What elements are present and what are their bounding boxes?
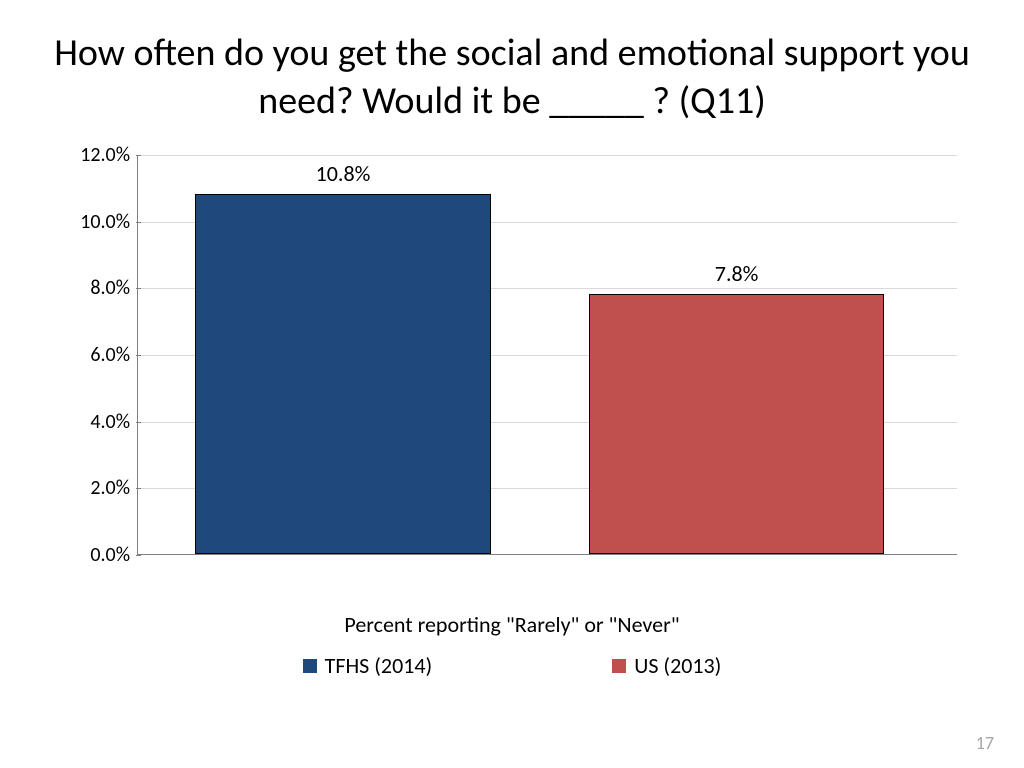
y-tick-label: 8.0% [90, 276, 130, 300]
y-tick-label: 4.0% [90, 410, 130, 434]
x-axis-label: Percent reporting "Rarely" or "Never" [50, 611, 974, 638]
y-tick [136, 355, 141, 356]
y-tick-label: 10.0% [80, 210, 130, 234]
legend-swatch-icon [612, 659, 626, 673]
plot-area: 0.0%2.0%4.0%6.0%8.0%10.0%12.0%10.8%7.8% [137, 155, 957, 555]
y-tick [136, 555, 141, 556]
page-number: 17 [976, 732, 994, 754]
bar: 7.8% [589, 294, 884, 554]
y-tick [136, 422, 141, 423]
bar: 10.8% [195, 194, 490, 554]
slide-title: How often do you get the social and emot… [50, 30, 974, 125]
y-tick [136, 155, 141, 156]
bar-value-label: 7.8% [590, 260, 883, 287]
gridline [138, 155, 957, 156]
y-tick-label: 2.0% [90, 476, 130, 500]
legend-item-us: US (2013) [612, 652, 721, 679]
slide: How often do you get the social and emot… [0, 0, 1024, 768]
y-tick-label: 0.0% [90, 543, 130, 567]
y-tick [136, 288, 141, 289]
legend-swatch-icon [303, 659, 317, 673]
bar-chart: 0.0% 2.0% 4.0% 6.0% 8.0% 10.0% 12.0% 10.8% 7.8% [57, 145, 967, 605]
legend: TFHS (2014) US (2013) [50, 652, 974, 679]
y-tick [136, 488, 141, 489]
legend-item-tfhs: TFHS (2014) [303, 652, 433, 679]
legend-label: TFHS (2014) [325, 652, 433, 679]
y-tick [136, 222, 141, 223]
y-tick-label: 6.0% [90, 343, 130, 367]
y-tick-label: 12.0% [80, 143, 130, 167]
bar-value-label: 10.8% [196, 160, 489, 187]
legend-label: US (2013) [634, 652, 721, 679]
